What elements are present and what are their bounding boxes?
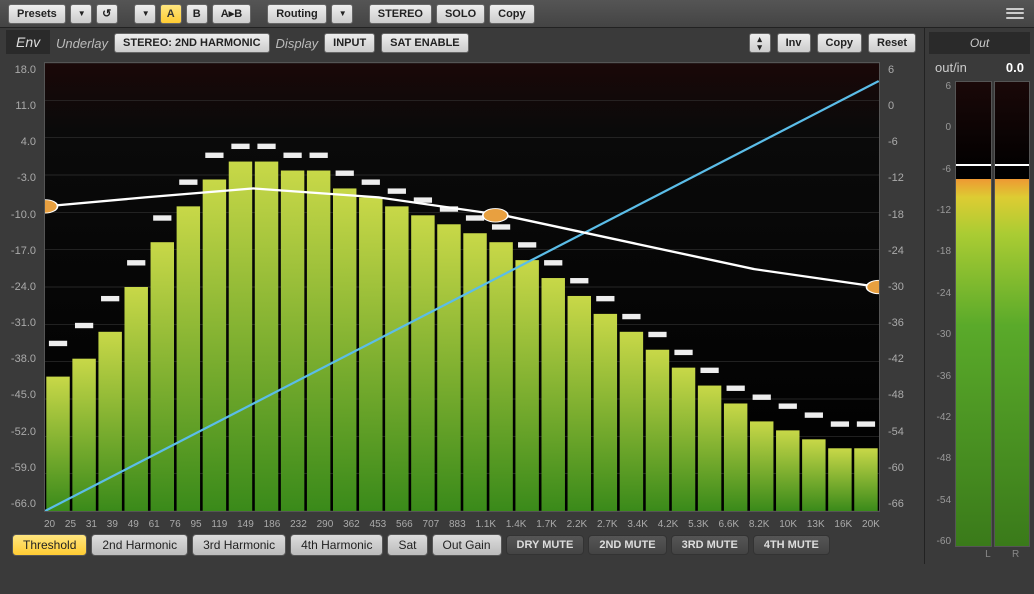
x-axis: 2025313949617695119149186232290362453566…: [44, 519, 880, 530]
outgain-button[interactable]: Out Gain: [432, 534, 502, 556]
meter-l: [955, 81, 992, 547]
presets-dropdown[interactable]: ▼: [70, 4, 92, 24]
stepper-button[interactable]: ▴▾: [749, 33, 771, 53]
outin-label: out/in: [935, 60, 967, 75]
presets-button[interactable]: Presets: [8, 4, 66, 24]
chevron-down-icon: ▼: [339, 9, 347, 18]
routing-button[interactable]: Routing: [267, 4, 327, 24]
top-toolbar: Presets ▼ ↺ ▼ A B A▸B Routing ▼ STEREO S…: [0, 0, 1034, 28]
threshold-button[interactable]: Threshold: [12, 534, 87, 556]
underlay-label: Underlay: [56, 36, 108, 51]
out-label: Out: [929, 32, 1030, 54]
meter-container: 60-6-12-18-24-30-36-42-48-54-60: [929, 81, 1030, 547]
chevron-down-icon: ▼: [142, 9, 150, 18]
param-buttons: Threshold 2nd Harmonic 3rd Harmonic 4th …: [12, 534, 912, 556]
reset-button[interactable]: Reset: [868, 33, 916, 53]
meter-peak-l: [956, 164, 991, 166]
routing-dropdown[interactable]: ▼: [331, 4, 353, 24]
prev-button[interactable]: ▼: [134, 4, 156, 24]
chevron-down-icon: ▼: [78, 9, 86, 18]
menu-icon[interactable]: [1004, 5, 1026, 23]
meter-fill-r: [995, 179, 1030, 546]
a-button[interactable]: A: [160, 4, 182, 24]
sat-button[interactable]: Sat: [387, 534, 427, 556]
chart-section: Underlay STEREO: 2ND HARMONIC Display IN…: [0, 28, 924, 564]
main-area: Underlay STEREO: 2ND HARMONIC Display IN…: [0, 28, 1034, 564]
ab-compare-button[interactable]: A▸B: [212, 4, 251, 24]
solo-button[interactable]: SOLO: [436, 4, 485, 24]
input-button[interactable]: INPUT: [324, 33, 375, 53]
undo-icon: ↺: [102, 7, 111, 20]
sat-enable-button[interactable]: SAT ENABLE: [381, 33, 468, 53]
mute4-button[interactable]: 4TH MUTE: [753, 535, 830, 555]
stereo-button[interactable]: STEREO: [369, 4, 432, 24]
meter-l-label: L: [985, 549, 991, 560]
mute2-button[interactable]: 2ND MUTE: [588, 535, 666, 555]
b-button[interactable]: B: [186, 4, 208, 24]
sub-toolbar: Underlay STEREO: 2ND HARMONIC Display IN…: [0, 28, 924, 58]
undo-button[interactable]: ↺: [96, 4, 118, 24]
chart-container: 18.011.04.0-3.0-10.0-17.0-24.0-31.0-38.0…: [4, 62, 920, 560]
underlay-value[interactable]: STEREO: 2ND HARMONIC: [114, 33, 270, 53]
stepper-icon: ▴▾: [757, 35, 762, 51]
copy-button[interactable]: Copy: [489, 4, 535, 24]
meter-r-label: R: [1012, 549, 1019, 560]
outin-value[interactable]: 0.0: [1006, 60, 1024, 75]
spectrum-chart: [45, 63, 879, 511]
display-label: Display: [276, 36, 319, 51]
copy-env-button[interactable]: Copy: [817, 33, 863, 53]
meter-r: [994, 81, 1031, 547]
out-section: Out out/in 0.0 60-6-12-18-24-30-36-42-48…: [924, 28, 1034, 564]
y-axis-left: 18.011.04.0-3.0-10.0-17.0-24.0-31.0-38.0…: [4, 62, 40, 512]
meter-fill-l: [956, 179, 991, 546]
harmonic2-button[interactable]: 2nd Harmonic: [91, 534, 188, 556]
meter-peak-r: [995, 164, 1030, 166]
harmonic4-button[interactable]: 4th Harmonic: [290, 534, 383, 556]
harmonic3-button[interactable]: 3rd Harmonic: [192, 534, 286, 556]
meter-lr-labels: L R: [929, 549, 1030, 560]
env-section-label: Env: [6, 30, 50, 54]
dry-mute-button[interactable]: DRY MUTE: [506, 535, 585, 555]
out-value-row: out/in 0.0: [929, 58, 1030, 77]
plot-area[interactable]: [44, 62, 880, 512]
meter-scale: 60-6-12-18-24-30-36-42-48-54-60: [929, 81, 953, 547]
inv-button[interactable]: Inv: [777, 33, 811, 53]
meter-bars: [955, 81, 1030, 547]
mute3-button[interactable]: 3RD MUTE: [671, 535, 749, 555]
y-axis-right: 60-6-12-18-24-30-36-42-48-54-60-66: [884, 62, 920, 512]
